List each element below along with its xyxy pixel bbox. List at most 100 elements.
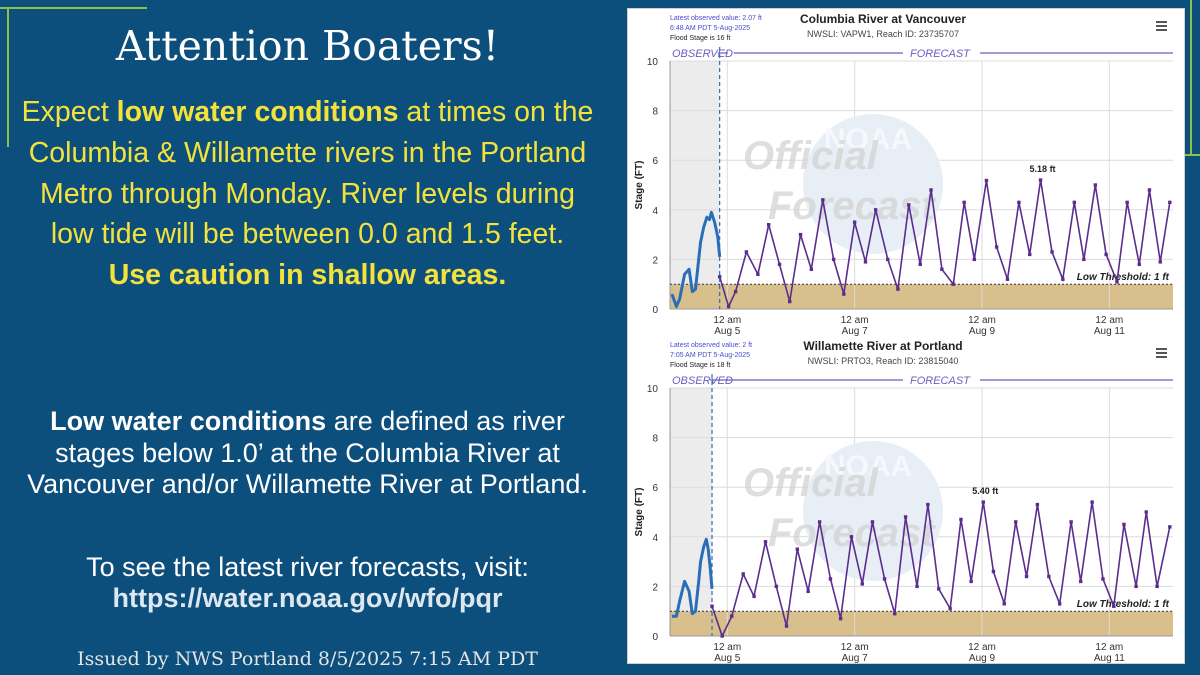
forecast-point xyxy=(918,262,922,267)
latest-observed-time: 6:48 AM PDT 5-Aug-2025 xyxy=(670,25,750,32)
forecast-point xyxy=(1061,277,1065,281)
flood-stage-note: Flood Stage is 16 ft xyxy=(670,35,730,42)
y-tick-label: 6 xyxy=(652,156,658,167)
forecast-point xyxy=(1137,262,1141,267)
forecast-point xyxy=(821,198,825,202)
forecast-point xyxy=(1158,260,1162,264)
latest-observed-value: Latest observed value: 2 ft xyxy=(670,342,752,349)
forecast-point xyxy=(752,594,756,599)
forecast-point xyxy=(926,502,930,507)
forecast-point xyxy=(720,634,724,638)
y-tick-label: 2 xyxy=(652,255,658,266)
corner-accent-top-v xyxy=(7,7,9,147)
forecast-point xyxy=(972,257,977,262)
forecast-point xyxy=(1090,500,1094,504)
forecast-label: FORECAST xyxy=(910,48,971,60)
forecast-point xyxy=(1122,522,1126,527)
forecast-point xyxy=(893,611,897,616)
definition-text: Low water conditions are defined as rive… xyxy=(20,406,595,501)
visit-text: To see the latest river forecasts, visit… xyxy=(86,552,529,582)
x-tick-date: Aug 9 xyxy=(969,326,996,336)
forecast-point xyxy=(1002,602,1006,606)
forecast-point xyxy=(873,208,878,212)
y-tick-label: 10 xyxy=(647,57,659,68)
x-tick-time: 12 am xyxy=(841,642,869,653)
alert-text-intro: Expect xyxy=(21,96,117,128)
low-threshold-label: Low Threshold: 1 ft xyxy=(1077,599,1170,610)
menu-icon xyxy=(1156,21,1167,23)
flood-stage-note: Flood Stage is 18 ft xyxy=(670,362,730,369)
forecast-point xyxy=(1038,178,1043,182)
forecast-point xyxy=(817,520,822,524)
definition-body: are defined as river stages below 1.0’ a… xyxy=(27,406,588,500)
forecast-point xyxy=(936,587,941,591)
forecast-point xyxy=(788,299,792,304)
alert-emphasis: low water conditions xyxy=(116,96,399,128)
issued-line: Issued by NWS Portland 8/5/2025 7:15 AM … xyxy=(77,648,538,670)
definition-term: Low water conditions xyxy=(50,406,327,436)
forecast-point xyxy=(1115,280,1119,284)
forecast-point xyxy=(1035,502,1040,507)
forecast-point xyxy=(798,232,803,237)
forecast-point xyxy=(1134,584,1138,589)
noaa-watermark-circle xyxy=(803,441,943,581)
forecast-point xyxy=(1168,525,1172,529)
forecast-point xyxy=(733,289,738,294)
y-tick-label: 4 xyxy=(652,206,658,217)
latest-observed-time: 7:05 AM PDT 5-Aug-2025 xyxy=(670,352,750,359)
x-tick-time: 12 am xyxy=(968,315,996,326)
announcement-panel: Attention Boaters! Expect low water cond… xyxy=(20,22,595,670)
low-threshold-label: Low Threshold: 1 ft xyxy=(1077,272,1170,283)
y-tick-label: 2 xyxy=(652,582,658,593)
forecast-link[interactable]: https://water.noaa.gov/wfo/pqr xyxy=(112,583,503,614)
y-tick-label: 8 xyxy=(652,434,658,445)
forecast-point xyxy=(1047,574,1051,579)
x-tick-time: 12 am xyxy=(1095,315,1123,326)
x-tick-date: Aug 7 xyxy=(842,326,869,336)
observed-series-line xyxy=(671,537,714,618)
forecast-point xyxy=(1028,252,1032,257)
y-tick-label: 6 xyxy=(652,483,658,494)
caution-text: Use caution in shallow areas. xyxy=(108,259,507,291)
y-tick-label: 4 xyxy=(652,533,658,544)
forecast-point xyxy=(870,520,875,524)
peak-value-label: 5.18 ft xyxy=(1030,164,1056,174)
forecast-point xyxy=(1005,277,1010,281)
menu-icon xyxy=(1156,348,1167,350)
y-axis-label: Stage (FT) xyxy=(634,161,645,210)
visit-block: To see the latest river forecasts, visit… xyxy=(20,552,595,614)
forecast-point xyxy=(951,282,956,286)
menu-icon xyxy=(1156,356,1167,358)
watermark-forecast: Forecast xyxy=(768,184,936,228)
forecast-point xyxy=(774,584,779,589)
watermark-official: Official xyxy=(743,461,879,505)
alert-message: Expect low water conditions at times on … xyxy=(20,92,595,296)
forecast-point xyxy=(828,577,833,581)
forecast-point xyxy=(969,579,973,584)
menu-icon xyxy=(1156,352,1167,354)
y-axis-label: Stage (FT) xyxy=(634,488,645,537)
forecast-point xyxy=(1125,200,1129,205)
forecast-point xyxy=(730,614,734,618)
peak-value-label: 5.40 ft xyxy=(972,486,998,496)
forecast-point xyxy=(948,607,952,611)
forecast-point xyxy=(756,272,760,276)
forecast-point xyxy=(1017,200,1021,205)
forecast-point xyxy=(1101,577,1105,581)
y-tick-label: 0 xyxy=(652,632,658,643)
forecast-point xyxy=(1069,520,1073,524)
forecast-point xyxy=(763,540,768,544)
forecast-point xyxy=(903,515,908,519)
latest-observed-value: Latest observed value: 2.07 ft xyxy=(670,15,762,22)
noaa-watermark-logo: NOAA xyxy=(824,123,912,156)
observed-label: OBSERVED xyxy=(672,375,733,387)
low-water-band xyxy=(670,284,1173,309)
forecast-point xyxy=(1057,602,1062,606)
chart-title: Willamette River at Portland xyxy=(803,339,962,353)
menu-icon xyxy=(1156,29,1167,31)
forecast-point xyxy=(915,584,919,589)
menu-icon xyxy=(1156,25,1167,27)
corner-accent-right-v xyxy=(1190,0,1192,156)
corner-accent-top-h xyxy=(0,7,147,9)
forecast-point xyxy=(849,535,854,539)
